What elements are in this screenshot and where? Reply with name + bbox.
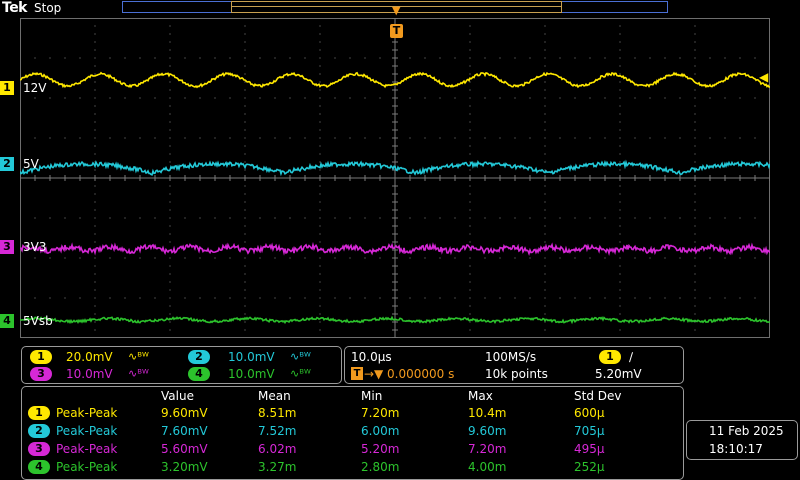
ch4-ground-marker[interactable]: 4 [0,314,14,328]
meas-row-value: 7.20m [361,406,400,420]
ch3-scale[interactable]: 10.0mV [66,367,113,381]
sample-rate: 100MS/s [485,350,537,364]
waveform-graticule[interactable] [20,18,770,338]
meas-row-name[interactable]: Peak-Peak [56,460,118,474]
meas-row-value: 9.60mV [161,406,208,420]
ch1-bandwidth-icon: ∿ᴮᵂ [128,350,149,363]
waveform-ch3 [20,241,770,256]
meas-row-badge[interactable]: 2 [28,424,50,438]
trigger-slope-icon[interactable]: ∕ [629,350,634,364]
ch4-label: 5Vsb [23,314,53,328]
record-view-line [232,6,561,7]
ch2-scale[interactable]: 10.0mV [228,350,275,364]
ch3-badge[interactable]: 3 [30,367,52,381]
ch4-badge[interactable]: 4 [188,367,210,381]
ch4-bandwidth-icon: ∿ᴮᵂ [290,367,311,380]
meas-row-value: 252μ [574,460,605,474]
meas-row-value: 7.52m [258,424,297,438]
meas-row-value: 10.4m [468,406,507,420]
meas-row-badge[interactable]: 4 [28,460,50,474]
horizontal-scale[interactable]: 10.0μs [351,350,392,364]
date: 11 Feb 2025 [709,424,784,438]
meas-row-value: 7.60mV [161,424,208,438]
meas-header-std-dev: Std Dev [574,389,622,403]
meas-row-name[interactable]: Peak-Peak [56,406,118,420]
grid-center-lines [20,18,770,338]
trigger-level[interactable]: 5.20mV [595,367,642,381]
meas-row-value: 8.51m [258,406,297,420]
meas-row-value: 3.27m [258,460,297,474]
meas-row-value: 705μ [574,424,605,438]
ch2-ground-marker[interactable]: 2 [0,157,14,171]
trigger-source-badge[interactable]: 1 [599,350,621,364]
waveform-ch2 [20,159,770,177]
meas-header-value: Value [161,389,194,403]
meas-row-value: 7.20m [468,442,507,456]
meas-row-value: 3.20mV [161,460,208,474]
waveform-ch1 [20,71,770,89]
ch2-bandwidth-icon: ∿ᴮᵂ [290,350,311,363]
record-length: 10k points [485,367,548,381]
meas-header-mean: Mean [258,389,291,403]
waveform-ch4 [20,315,770,325]
ch1-badge[interactable]: 1 [30,350,52,364]
trigger-level-arrow-icon[interactable]: ◀ [759,70,769,84]
meas-row-value: 4.00m [468,460,507,474]
meas-row-value: 5.60mV [161,442,208,456]
time: 18:10:17 [709,442,763,456]
ch3-ground-marker[interactable]: 3 [0,240,14,254]
ch3-label: 3V3 [23,240,47,254]
meas-row-name[interactable]: Peak-Peak [56,424,118,438]
meas-header-max: Max [468,389,493,403]
trigger-position-arrow-icon: ▼ [392,4,401,17]
meas-row-value: 2.80m [361,460,400,474]
meas-row-value: 9.60m [468,424,507,438]
meas-header-min: Min [361,389,383,403]
status-bar: Tek Stop ▼ [0,0,800,18]
meas-row-value: 6.02m [258,442,297,456]
record-view-window[interactable] [231,1,562,13]
ch1-label: 12V [23,81,47,95]
meas-row-value: 600μ [574,406,605,420]
ch2-badge[interactable]: 2 [188,350,210,364]
meas-row-value: 6.00m [361,424,400,438]
meas-row-value: 495μ [574,442,605,456]
meas-row-badge[interactable]: 1 [28,406,50,420]
datetime-panel[interactable]: 11 Feb 2025 18:10:17 [686,420,798,460]
trigger-delay-arrow-icon: →▼ [364,367,384,381]
trigger-position-value[interactable]: 0.000000 s [387,367,455,381]
meas-row-value: 5.20m [361,442,400,456]
ch4-scale[interactable]: 10.0mV [228,367,275,381]
trigger-position-icon: T [351,367,363,380]
ch1-scale[interactable]: 20.0mV [66,350,113,364]
ch2-label: 5V [23,157,39,171]
brand-logo: Tek [2,0,28,16]
ch3-bandwidth-icon: ∿ᴮᵂ [128,367,149,380]
run-state[interactable]: Stop [34,1,62,15]
meas-row-badge[interactable]: 3 [28,442,50,456]
channel-scale-panel[interactable]: 1 20.0mV ∿ᴮᵂ 2 10.0mV ∿ᴮᵂ 3 10.0mV ∿ᴮᵂ 4… [21,346,342,384]
ch1-ground-marker[interactable]: 1 [0,81,14,95]
timebase-panel[interactable]: 10.0μs 100MS/s 1 ∕ T →▼ 0.000000 s 10k p… [344,346,684,384]
meas-row-name[interactable]: Peak-Peak [56,442,118,456]
measurements-panel[interactable]: Value Mean Min Max Std Dev 1 Peak-Peak 9.6… [21,386,684,480]
trigger-marker[interactable]: T [390,24,403,38]
